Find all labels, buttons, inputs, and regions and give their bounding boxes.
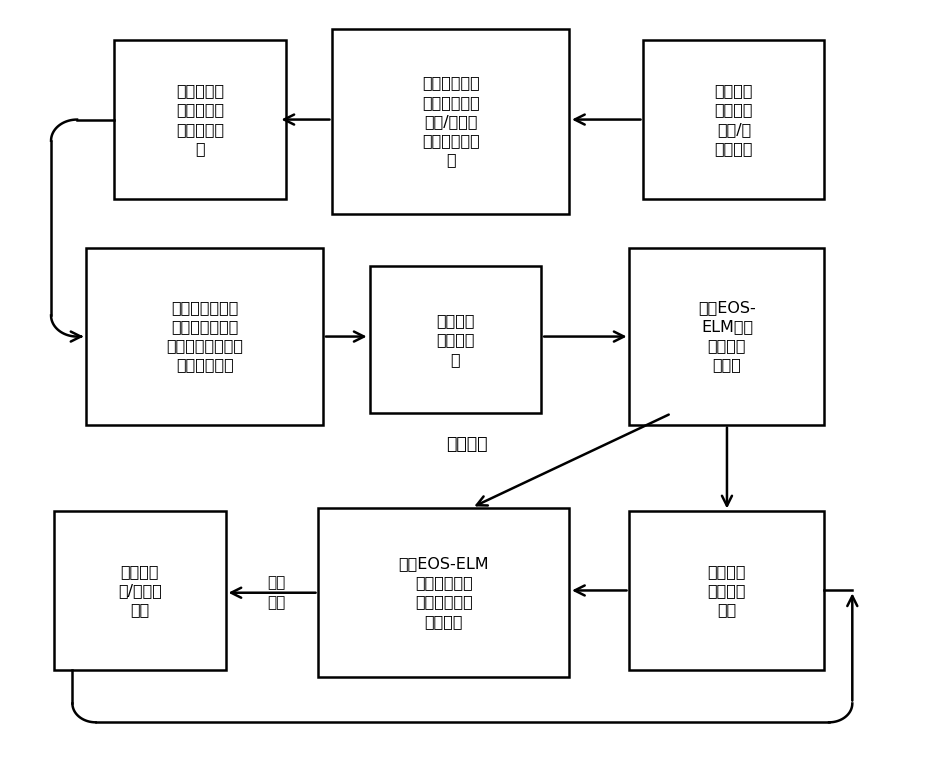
Text: 采用EOS-
ELM算法
对模型进
行训练: 采用EOS- ELM算法 对模型进 行训练 bbox=[698, 300, 756, 373]
Text: 用驱动电
压信号驱
动微/纳
定位平台: 用驱动电 压信号驱 动微/纳 定位平台 bbox=[715, 83, 753, 156]
FancyBboxPatch shape bbox=[86, 247, 323, 425]
Text: 投入使用: 投入使用 bbox=[446, 435, 488, 452]
Text: 收集压电驱动压
电陶瓷驱动器的
迟滞非线性数据，
构造样本集。: 收集压电驱动压 电陶瓷驱动器的 迟滞非线性数据， 构造样本集。 bbox=[166, 300, 243, 373]
FancyBboxPatch shape bbox=[370, 266, 542, 414]
Text: 当有新训
练样本加
入时: 当有新训 练样本加 入时 bbox=[708, 564, 746, 617]
FancyBboxPatch shape bbox=[630, 512, 825, 669]
FancyBboxPatch shape bbox=[318, 508, 569, 677]
Text: 构建迟滞
非线性模
型: 构建迟滞 非线性模 型 bbox=[436, 313, 474, 367]
Text: 采用放大和
去噪对位移
值进行预处
理: 采用放大和 去噪对位移 值进行预处 理 bbox=[176, 83, 224, 156]
Text: 压电驱动
微/纳定位
平台: 压电驱动 微/纳定位 平台 bbox=[118, 564, 162, 617]
FancyBboxPatch shape bbox=[54, 512, 226, 669]
FancyBboxPatch shape bbox=[114, 40, 286, 199]
FancyBboxPatch shape bbox=[630, 247, 825, 425]
FancyBboxPatch shape bbox=[333, 29, 569, 214]
Text: 用激光位移传
感器测量和采
集微/纳定位
平台输出位移
值: 用激光位移传 感器测量和采 集微/纳定位 平台输出位移 值 bbox=[422, 76, 480, 167]
FancyBboxPatch shape bbox=[644, 40, 825, 199]
Text: 投入
使用: 投入 使用 bbox=[267, 575, 286, 609]
Text: 采用EOS-ELM
算法对模型进
行参数在线自
适应更新: 采用EOS-ELM 算法对模型进 行参数在线自 适应更新 bbox=[399, 556, 489, 628]
